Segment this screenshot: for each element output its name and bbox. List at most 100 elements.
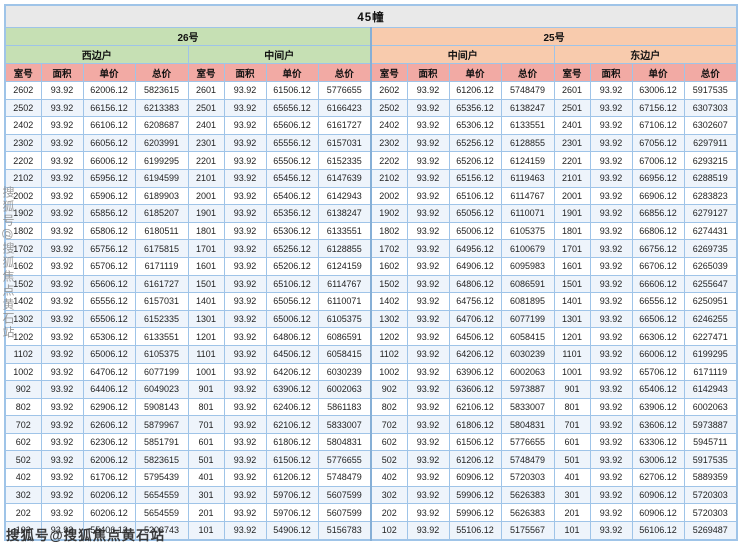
room-cell: 302 <box>370 485 408 505</box>
total-price-cell: 6142943 <box>317 186 372 206</box>
area-cell: 93.92 <box>589 292 633 311</box>
area-cell: 93.92 <box>589 221 633 241</box>
price-row: 2202 93.92 66006.12 6199295 2201 93.92 65506.1… <box>4 151 738 170</box>
unit-price-cell: 65056.12 <box>448 204 502 223</box>
total-price-cell: 6105375 <box>134 344 189 364</box>
unit-price-cell: 65256.12 <box>448 133 502 153</box>
total-price-cell: 6283823 <box>683 186 738 206</box>
room-cell: 2401 <box>187 116 225 135</box>
area-cell: 93.92 <box>406 327 450 346</box>
total-price-cell: 6002063 <box>317 380 372 399</box>
unit-price-cell: 65356.12 <box>265 204 319 223</box>
unit-price-cell: 65706.12 <box>631 362 685 382</box>
total-price-cell: 5748479 <box>500 450 555 470</box>
total-price-cell: 6124159 <box>317 256 372 276</box>
price-table: 45幢 26号 25号 西边户 中间户 中间户 东边户 室号 面积 单价 总价 室号 面积… <box>4 4 739 541</box>
unit-price-cell: 65706.12 <box>82 256 136 276</box>
area-cell: 93.92 <box>40 344 84 364</box>
unit-price-cell: 63006.12 <box>631 81 685 100</box>
unit-price-cell: 65106.12 <box>265 274 319 294</box>
total-price-cell: 6166423 <box>317 98 372 118</box>
total-price-cell: 5203743 <box>134 520 189 541</box>
unit-price-cell: 67056.12 <box>631 133 685 153</box>
unit-price-cell: 65256.12 <box>265 239 319 258</box>
area-cell: 93.92 <box>223 256 267 276</box>
total-price-cell: 5889359 <box>683 468 738 487</box>
price-row: 602 93.92 62306.12 5851791 601 93.92 61806.12 5… <box>4 432 738 452</box>
unit-price-cell: 64206.12 <box>448 344 502 364</box>
price-row: 1102 93.92 65006.12 6105375 1101 93.92 64506.1… <box>4 344 738 364</box>
unit-price-cell: 65756.12 <box>82 239 136 258</box>
room-cell: 2201 <box>187 151 225 170</box>
building-26-header: 26号 <box>4 27 372 46</box>
total-price-cell: 6279127 <box>683 204 738 223</box>
room-cell: 2602 <box>370 81 408 100</box>
area-cell: 93.92 <box>406 362 450 382</box>
total-price-cell: 6142943 <box>683 380 738 399</box>
room-cell: 1001 <box>187 362 225 382</box>
total-price-cell: 6138247 <box>500 98 555 118</box>
unit-price-cell: 65856.12 <box>82 204 136 223</box>
total-price-cell: 5776655 <box>317 450 372 470</box>
total-price-cell: 6302607 <box>683 116 738 135</box>
area-cell: 93.92 <box>589 503 633 522</box>
area-cell: 93.92 <box>223 292 267 311</box>
room-cell: 2101 <box>553 168 591 188</box>
total-price-cell: 6114767 <box>500 186 555 206</box>
total-price-cell: 6100679 <box>500 239 555 258</box>
area-cell: 93.92 <box>223 186 267 206</box>
room-cell: 1402 <box>370 292 408 311</box>
total-price-cell: 5973887 <box>683 415 738 434</box>
unit-price-cell: 65556.12 <box>265 133 319 153</box>
unit-price-cell: 59706.12 <box>265 485 319 505</box>
total-price-cell: 5804831 <box>317 432 372 452</box>
total-price-cell: 6208687 <box>134 116 189 135</box>
unit-price-cell: 64706.12 <box>82 362 136 382</box>
room-cell: 1602 <box>4 256 42 276</box>
total-price-cell: 5654559 <box>134 485 189 505</box>
total-price-cell: 6147639 <box>317 168 372 188</box>
unit-price-cell: 65606.12 <box>265 116 319 135</box>
unit-price-cell: 66606.12 <box>631 274 685 294</box>
room-cell: 1801 <box>553 221 591 241</box>
unit-price-cell: 65006.12 <box>265 309 319 329</box>
total-price-cell: 6175815 <box>134 239 189 258</box>
room-cell: 1401 <box>187 292 225 311</box>
total-price-cell: 6157031 <box>317 133 372 153</box>
total-price-cell: 6213383 <box>134 98 189 118</box>
room-cell: 1301 <box>553 309 591 329</box>
room-cell: 1002 <box>4 362 42 382</box>
room-cell: 1502 <box>4 274 42 294</box>
room-cell: 1202 <box>4 327 42 346</box>
area-cell: 93.92 <box>40 432 84 452</box>
room-cell: 901 <box>553 380 591 399</box>
total-price-cell: 6203991 <box>134 133 189 153</box>
area-cell: 93.92 <box>589 327 633 346</box>
total-price-cell: 5720303 <box>500 468 555 487</box>
room-cell: 1601 <box>553 256 591 276</box>
unit-price-cell: 67106.12 <box>631 116 685 135</box>
unit-price-cell: 60906.12 <box>448 468 502 487</box>
area-cell: 93.92 <box>406 415 450 434</box>
area-cell: 93.92 <box>589 468 633 487</box>
unit-type-west: 西边户 <box>4 45 189 64</box>
unit-price-cell: 65206.12 <box>448 151 502 170</box>
area-cell: 93.92 <box>589 98 633 118</box>
area-cell: 93.92 <box>223 168 267 188</box>
unit-price-cell: 63606.12 <box>448 380 502 399</box>
room-cell: 1702 <box>370 239 408 258</box>
total-price-cell: 5720303 <box>683 503 738 522</box>
total-price-cell: 6161727 <box>317 116 372 135</box>
total-price-cell: 6185207 <box>134 204 189 223</box>
total-price-cell: 6255647 <box>683 274 738 294</box>
total-price-cell: 6081895 <box>500 292 555 311</box>
unit-price-cell: 56106.12 <box>631 520 685 541</box>
unit-price-cell: 61206.12 <box>448 450 502 470</box>
unit-price-cell: 64806.12 <box>448 274 502 294</box>
area-cell: 93.92 <box>406 503 450 522</box>
column-header-unit-price: 单价 <box>265 63 319 82</box>
area-cell: 93.92 <box>589 239 633 258</box>
room-cell: 1302 <box>4 309 42 329</box>
total-price-cell: 6199295 <box>134 151 189 170</box>
area-cell: 93.92 <box>406 292 450 311</box>
